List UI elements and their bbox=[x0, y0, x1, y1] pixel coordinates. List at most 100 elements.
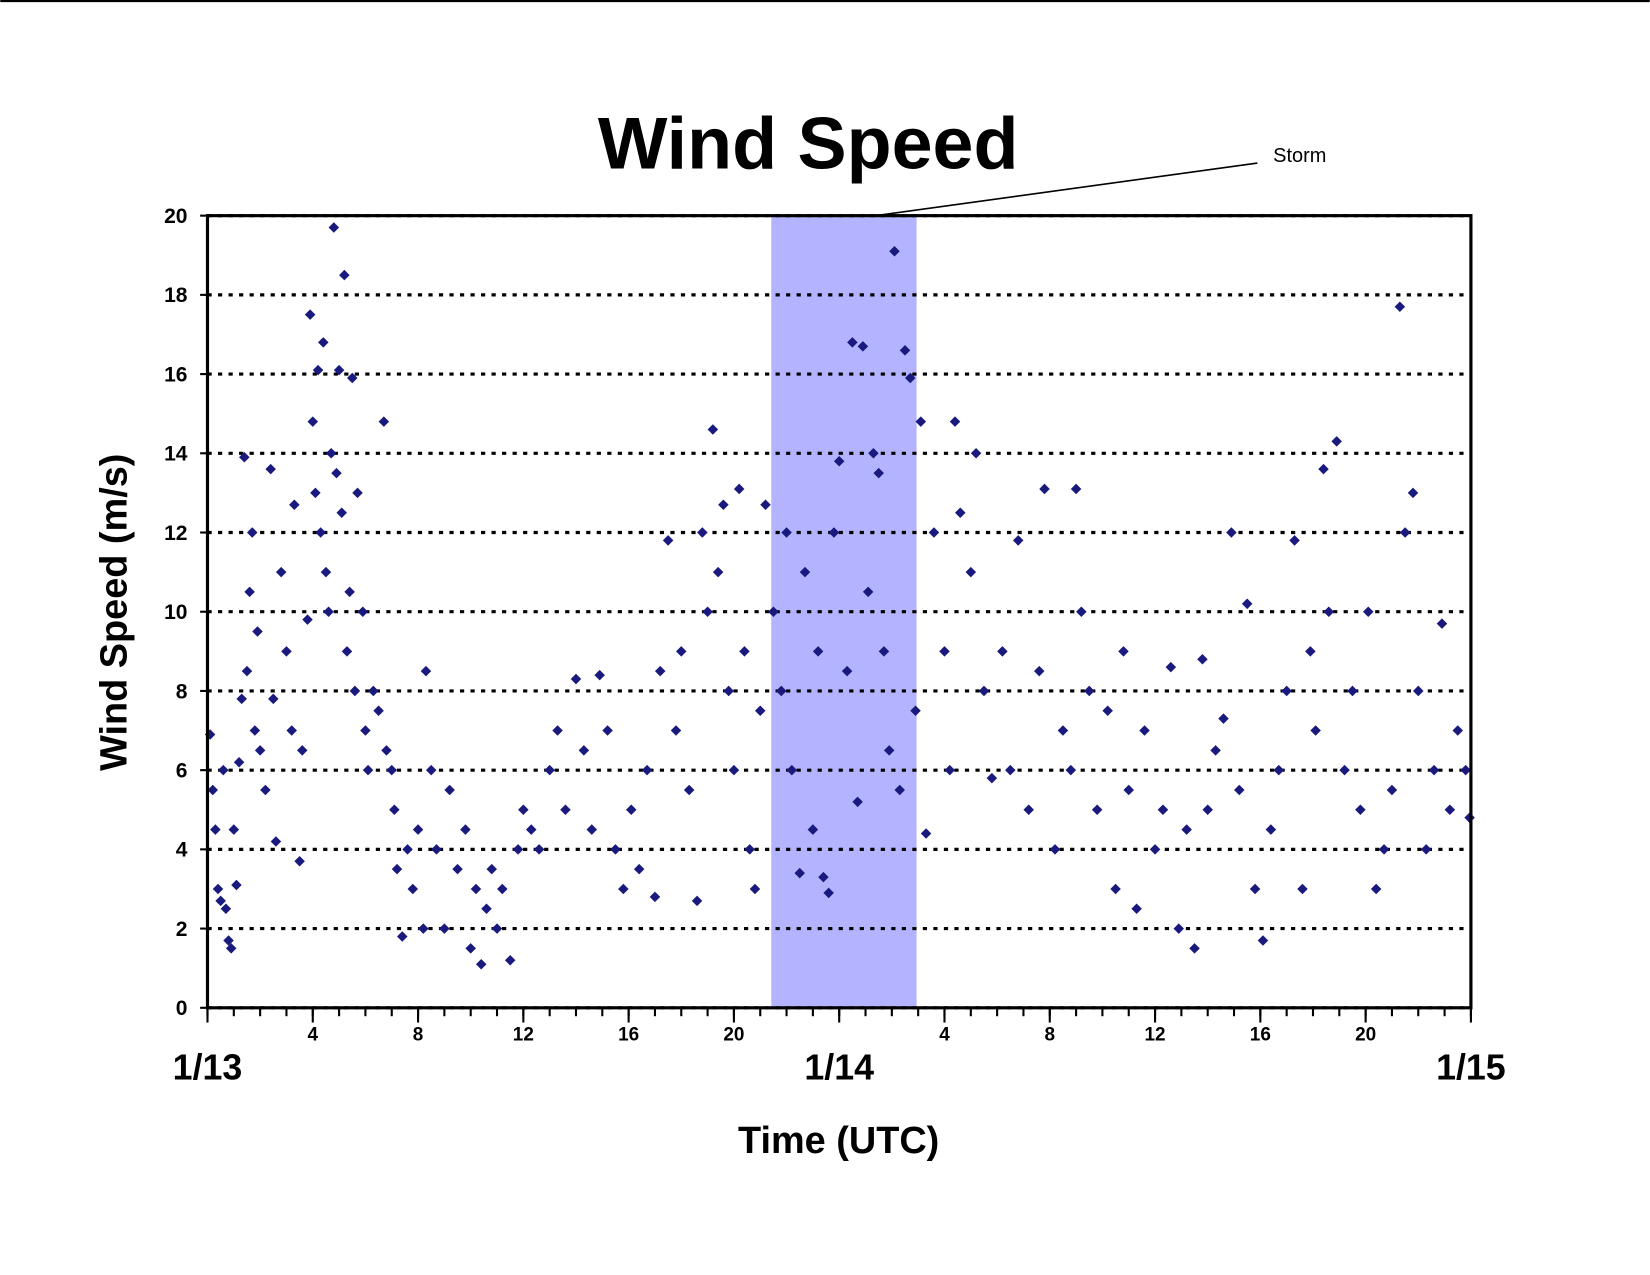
point bbox=[1460, 764, 1471, 776]
point bbox=[254, 745, 266, 756]
y-tick-label: 10 bbox=[164, 601, 187, 624]
point bbox=[386, 764, 397, 776]
point bbox=[289, 499, 300, 511]
x-tick-label: 20 bbox=[723, 1024, 744, 1045]
point bbox=[1173, 923, 1185, 934]
y-tick-label: 14 bbox=[164, 443, 188, 466]
point bbox=[965, 566, 977, 578]
point bbox=[381, 745, 392, 756]
point bbox=[1265, 824, 1277, 835]
point bbox=[691, 895, 703, 907]
point bbox=[618, 883, 629, 895]
point bbox=[1181, 824, 1192, 835]
y-axis-label: Wind Speed (m/s) bbox=[93, 454, 135, 771]
point bbox=[649, 891, 661, 903]
point bbox=[486, 863, 498, 875]
point bbox=[1297, 883, 1308, 895]
point bbox=[949, 416, 961, 427]
point bbox=[268, 693, 279, 705]
point bbox=[344, 586, 355, 598]
point bbox=[1257, 935, 1269, 946]
point bbox=[683, 784, 695, 796]
point bbox=[920, 828, 932, 839]
point bbox=[302, 614, 313, 625]
point bbox=[215, 895, 226, 907]
point bbox=[328, 222, 340, 233]
point bbox=[1444, 804, 1456, 816]
point bbox=[955, 507, 966, 518]
x-tick-label: 16 bbox=[1250, 1024, 1271, 1045]
point bbox=[412, 824, 424, 835]
point bbox=[1202, 804, 1213, 816]
point bbox=[578, 745, 590, 756]
point bbox=[260, 784, 271, 796]
point bbox=[794, 867, 805, 879]
point bbox=[481, 903, 492, 915]
point bbox=[228, 824, 240, 835]
x-tick-label: 8 bbox=[413, 1024, 424, 1045]
point bbox=[360, 725, 371, 736]
point bbox=[312, 364, 324, 376]
point bbox=[331, 467, 342, 479]
point bbox=[807, 824, 819, 835]
point bbox=[889, 246, 900, 257]
point bbox=[1083, 685, 1095, 697]
point bbox=[310, 487, 321, 499]
point bbox=[491, 923, 503, 934]
point bbox=[776, 685, 787, 697]
date-tick-label: 1/13 bbox=[173, 1047, 243, 1087]
point bbox=[349, 685, 361, 697]
point bbox=[1378, 844, 1390, 855]
point bbox=[207, 784, 219, 796]
point bbox=[712, 566, 724, 578]
point bbox=[1065, 764, 1077, 776]
point bbox=[497, 883, 508, 895]
point bbox=[610, 844, 621, 855]
point bbox=[270, 836, 282, 847]
point bbox=[641, 764, 653, 776]
y-tick-label: 4 bbox=[176, 839, 188, 862]
point bbox=[275, 566, 287, 578]
point bbox=[391, 863, 403, 875]
point bbox=[1413, 685, 1424, 697]
point bbox=[894, 784, 906, 796]
point bbox=[460, 824, 471, 835]
point bbox=[1420, 844, 1432, 855]
point bbox=[231, 879, 242, 891]
x-tick-label: 16 bbox=[618, 1024, 639, 1045]
point bbox=[760, 499, 771, 511]
point bbox=[281, 646, 292, 657]
point bbox=[1005, 764, 1016, 776]
point bbox=[475, 958, 487, 970]
point bbox=[739, 646, 750, 657]
point bbox=[420, 665, 432, 677]
point bbox=[1123, 784, 1134, 796]
x-tick-label: 4 bbox=[308, 1024, 319, 1045]
point bbox=[1310, 725, 1321, 736]
point bbox=[915, 416, 927, 427]
point bbox=[236, 693, 247, 705]
point bbox=[1331, 436, 1342, 447]
point bbox=[336, 507, 347, 518]
point bbox=[1049, 844, 1061, 855]
point bbox=[878, 646, 890, 657]
point bbox=[504, 955, 516, 966]
point bbox=[341, 646, 353, 657]
point bbox=[883, 745, 895, 756]
point bbox=[304, 309, 316, 320]
y-tick-label: 16 bbox=[164, 363, 187, 386]
point bbox=[1323, 606, 1335, 617]
point bbox=[1347, 685, 1358, 697]
point bbox=[862, 586, 874, 598]
point bbox=[781, 527, 792, 538]
point bbox=[1339, 764, 1350, 776]
date-tick-label: 1/15 bbox=[1436, 1047, 1506, 1087]
point bbox=[676, 646, 687, 657]
point bbox=[754, 705, 766, 717]
point bbox=[1197, 653, 1208, 665]
point bbox=[1428, 764, 1440, 776]
point bbox=[1407, 487, 1419, 499]
point bbox=[212, 883, 224, 895]
point bbox=[852, 796, 863, 808]
point bbox=[1234, 784, 1245, 796]
